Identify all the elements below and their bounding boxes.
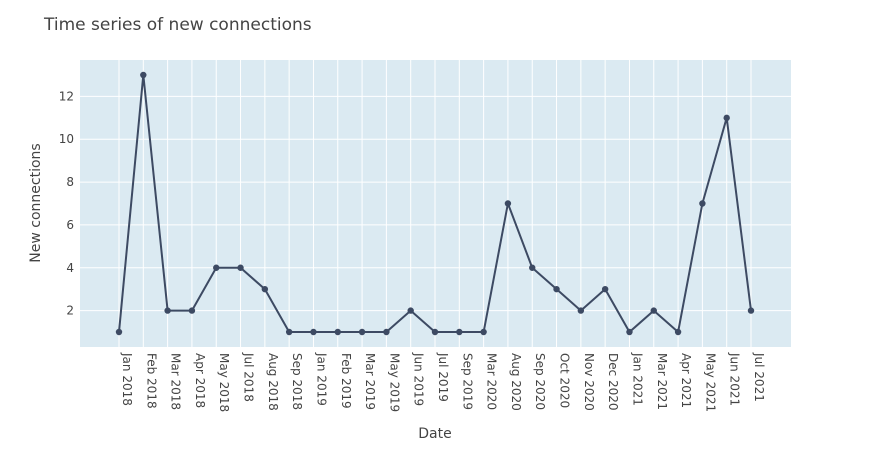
data-point xyxy=(164,307,171,314)
data-point xyxy=(699,200,706,207)
y-axis-title: New connections xyxy=(28,143,44,262)
data-point xyxy=(383,328,390,336)
x-tick-label: May 2021 xyxy=(703,353,717,412)
data-point xyxy=(115,328,123,336)
data-point xyxy=(456,328,463,336)
data-point xyxy=(431,328,439,336)
grid-layer xyxy=(80,60,791,347)
data-point xyxy=(674,328,682,336)
x-tick-label: Sep 2019 xyxy=(460,353,474,410)
x-tick-label: Sep 2020 xyxy=(533,353,547,410)
data-point xyxy=(577,307,585,314)
x-tick-label: Apr 2018 xyxy=(193,353,207,408)
data-point xyxy=(188,307,196,314)
data-point xyxy=(747,307,755,314)
y-tick-label: 10 xyxy=(59,132,74,146)
x-tick-label: Jan 2021 xyxy=(630,352,644,406)
y-tick-label: 12 xyxy=(59,89,74,103)
x-tick-label: Feb 2019 xyxy=(339,353,353,409)
x-tick-label: Oct 2020 xyxy=(558,353,572,408)
y-tick-label: 6 xyxy=(66,218,74,232)
x-axis-title: Date xyxy=(418,426,451,442)
y-axis-ticks: 2 4 6 8 10 12 xyxy=(59,89,74,317)
data-point xyxy=(285,328,293,336)
x-tick-label: Jul 2019 xyxy=(436,352,450,402)
series-markers xyxy=(115,71,755,336)
data-point xyxy=(553,285,560,293)
x-tick-label: Jun 2019 xyxy=(412,352,426,406)
data-point xyxy=(213,264,220,271)
x-axis-ticks: Jan 2018 Feb 2018 Mar 2018 Apr 2018 May 2018… xyxy=(120,352,766,412)
x-tick-label: May 2018 xyxy=(217,353,231,412)
data-point xyxy=(237,264,244,271)
data-point xyxy=(358,328,366,336)
data-point xyxy=(407,307,414,314)
data-point xyxy=(140,71,147,79)
data-point xyxy=(626,328,633,336)
x-tick-label: Nov 2020 xyxy=(582,353,596,411)
x-tick-label: Feb 2018 xyxy=(144,353,158,409)
data-point xyxy=(529,264,536,271)
data-point xyxy=(504,200,512,207)
x-tick-label: Dec 2020 xyxy=(606,353,620,411)
x-tick-label: May 2019 xyxy=(387,353,401,412)
data-point xyxy=(723,114,730,122)
x-tick-label: Mar 2020 xyxy=(485,353,499,410)
data-point xyxy=(480,328,487,336)
chart-title: Time series of new connections xyxy=(43,15,312,35)
x-tick-label: Jan 2018 xyxy=(120,352,134,406)
x-tick-label: Jul 2021 xyxy=(752,352,766,402)
x-tick-label: Mar 2019 xyxy=(363,353,377,410)
data-point xyxy=(650,307,657,314)
x-tick-label: Jun 2021 xyxy=(728,352,742,406)
x-tick-label: Mar 2021 xyxy=(655,353,669,410)
x-tick-label: Aug 2020 xyxy=(509,353,523,411)
y-tick-label: 2 xyxy=(66,304,74,318)
x-tick-label: Aug 2018 xyxy=(266,353,280,411)
x-tick-label: Mar 2018 xyxy=(169,353,183,410)
x-tick-label: Jul 2018 xyxy=(242,352,256,402)
x-tick-label: Apr 2021 xyxy=(679,353,693,408)
y-tick-label: 4 xyxy=(66,261,74,275)
data-point xyxy=(261,285,269,293)
data-point xyxy=(601,285,609,293)
y-tick-label: 8 xyxy=(66,175,74,189)
x-tick-label: Sep 2018 xyxy=(290,353,304,410)
x-tick-label: Jan 2019 xyxy=(314,352,328,406)
data-point xyxy=(334,328,341,336)
data-point xyxy=(310,328,317,336)
